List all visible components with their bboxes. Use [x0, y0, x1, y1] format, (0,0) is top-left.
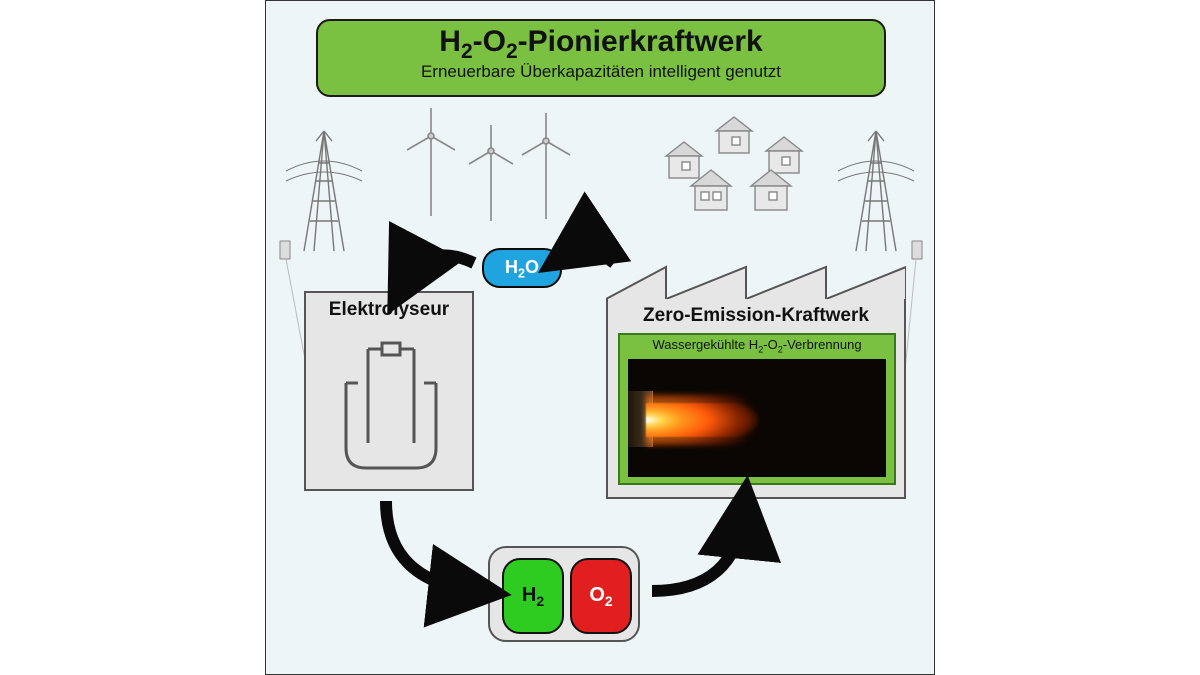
- powerplant-roof-icon: [606, 259, 906, 301]
- flame-image: [628, 359, 886, 477]
- powerplant-box: Zero-Emission-Kraftwerk Wassergekühlte H…: [606, 299, 906, 499]
- arrow-h2o-to-electrolyser: [404, 255, 474, 283]
- power-connector-right-icon: [912, 241, 922, 259]
- houses-icon: [666, 117, 802, 210]
- diagram-canvas: H2-O2-Pionierkraftwerk Erneuerbare Überk…: [265, 0, 935, 675]
- combustion-panel: Wassergekühlte H2-O2-Verbrennung: [618, 333, 896, 485]
- electrolyser-icon: [306, 293, 476, 493]
- title-main: H2-O2-Pionierkraftwerk: [318, 25, 884, 64]
- title-subtitle: Erneuerbare Überkapazitäten intelligent …: [318, 62, 884, 82]
- arrow-electrolyser-to-gases: [386, 501, 476, 591]
- pylon-right-icon: [838, 131, 914, 251]
- o2-capsule: O2: [570, 558, 632, 634]
- electrolyser-label: Elektrolyseur: [306, 299, 472, 321]
- pylon-left-icon: [286, 131, 362, 251]
- powerplant-title: Zero-Emission-Kraftwerk: [608, 305, 904, 327]
- electrolyser-box: Elektrolyseur: [304, 291, 474, 491]
- h2o-node: H2O: [482, 248, 562, 288]
- power-connector-left-icon: [280, 241, 290, 259]
- h2-capsule: H2: [502, 558, 564, 634]
- arrow-gases-to-plant: [652, 511, 744, 591]
- wind-turbines-icon: [407, 108, 570, 221]
- gas-storage-box: H2 O2: [488, 546, 640, 642]
- title-bar: H2-O2-Pionierkraftwerk Erneuerbare Überk…: [316, 19, 886, 97]
- combustion-subtitle: Wassergekühlte H2-O2-Verbrennung: [620, 335, 894, 359]
